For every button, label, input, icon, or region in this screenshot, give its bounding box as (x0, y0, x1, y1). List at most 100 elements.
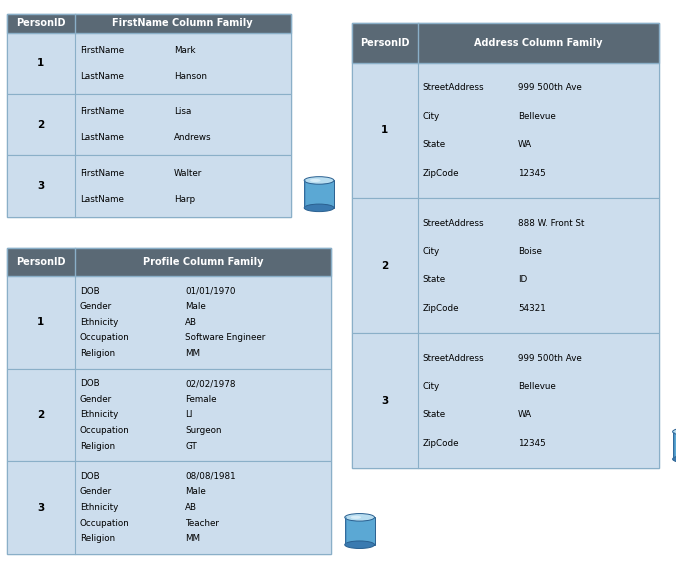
FancyBboxPatch shape (352, 63, 659, 198)
Text: Harp: Harp (174, 195, 195, 204)
FancyBboxPatch shape (7, 94, 291, 155)
FancyBboxPatch shape (7, 368, 331, 461)
Ellipse shape (304, 176, 334, 184)
Text: PersonID: PersonID (360, 38, 410, 48)
Text: LI: LI (185, 411, 193, 419)
Text: Occupation: Occupation (80, 518, 129, 528)
Text: FirstName: FirstName (80, 46, 124, 55)
Ellipse shape (345, 513, 375, 521)
Text: 999 500th Ave: 999 500th Ave (518, 353, 581, 363)
FancyBboxPatch shape (7, 14, 291, 33)
Text: Gender: Gender (80, 488, 112, 496)
Text: City: City (422, 247, 439, 256)
Text: AB: AB (185, 317, 197, 327)
Text: LastName: LastName (80, 195, 124, 204)
Text: 2: 2 (37, 410, 45, 420)
FancyBboxPatch shape (7, 248, 331, 276)
Ellipse shape (351, 516, 361, 519)
Text: ZipCode: ZipCode (422, 304, 459, 313)
Text: State: State (422, 140, 445, 149)
FancyBboxPatch shape (7, 155, 291, 217)
Text: 1: 1 (381, 126, 388, 135)
Text: Religion: Religion (80, 349, 115, 358)
Text: Boise: Boise (518, 247, 541, 256)
Text: WA: WA (518, 411, 532, 419)
Text: ZipCode: ZipCode (422, 439, 459, 448)
Text: Occupation: Occupation (80, 333, 129, 342)
Text: 888 W. Front St: 888 W. Front St (518, 219, 584, 227)
Text: PersonID: PersonID (16, 257, 66, 267)
FancyBboxPatch shape (352, 333, 659, 468)
Text: FirstName: FirstName (80, 107, 124, 116)
Text: 2: 2 (381, 260, 388, 271)
Text: Andrews: Andrews (174, 133, 212, 142)
Text: PersonID: PersonID (16, 18, 66, 29)
FancyBboxPatch shape (7, 276, 331, 368)
Text: 1: 1 (37, 317, 45, 327)
Text: Ethnicity: Ethnicity (80, 411, 118, 419)
Text: Mark: Mark (174, 46, 195, 55)
Text: MM: MM (185, 534, 200, 543)
Ellipse shape (673, 428, 676, 436)
Text: 12345: 12345 (518, 439, 546, 448)
Text: 3: 3 (381, 396, 388, 405)
Text: Gender: Gender (80, 395, 112, 404)
Text: 54321: 54321 (518, 304, 546, 313)
Text: Religion: Religion (80, 534, 115, 543)
Ellipse shape (310, 179, 320, 182)
Text: 01/01/1970: 01/01/1970 (185, 287, 236, 296)
Text: StreetAddress: StreetAddress (422, 353, 484, 363)
Text: Occupation: Occupation (80, 426, 129, 435)
Text: 02/02/1978: 02/02/1978 (185, 379, 236, 388)
Text: MM: MM (185, 349, 200, 358)
Ellipse shape (345, 541, 375, 549)
Text: DOB: DOB (80, 287, 99, 296)
Text: Bellevue: Bellevue (518, 382, 556, 391)
Text: GT: GT (185, 441, 197, 451)
Text: State: State (422, 275, 445, 284)
Ellipse shape (673, 455, 676, 463)
Text: ZipCode: ZipCode (422, 168, 459, 178)
Text: StreetAddress: StreetAddress (422, 83, 484, 93)
Text: 3: 3 (37, 181, 45, 191)
Text: DOB: DOB (80, 379, 99, 388)
Text: LastName: LastName (80, 133, 124, 142)
Text: DOB: DOB (80, 472, 99, 481)
Text: City: City (422, 382, 439, 391)
Text: Teacher: Teacher (185, 518, 219, 528)
Text: AB: AB (185, 503, 197, 512)
FancyBboxPatch shape (352, 23, 659, 63)
FancyBboxPatch shape (7, 14, 291, 217)
Text: FirstName Column Family: FirstName Column Family (112, 18, 253, 29)
Text: Address Column Family: Address Column Family (474, 38, 602, 48)
Text: Female: Female (185, 395, 216, 404)
Text: Lisa: Lisa (174, 107, 191, 116)
Text: Software Engineer: Software Engineer (185, 333, 266, 342)
FancyBboxPatch shape (352, 198, 659, 333)
FancyBboxPatch shape (352, 23, 659, 468)
Ellipse shape (304, 204, 334, 212)
Text: LastName: LastName (80, 72, 124, 81)
Text: Bellevue: Bellevue (518, 112, 556, 121)
Text: 3: 3 (37, 502, 45, 513)
Text: Male: Male (185, 302, 206, 311)
Text: WA: WA (518, 140, 532, 149)
Text: FirstName: FirstName (80, 169, 124, 178)
Text: Ethnicity: Ethnicity (80, 317, 118, 327)
FancyBboxPatch shape (7, 248, 331, 554)
FancyBboxPatch shape (7, 33, 291, 94)
FancyBboxPatch shape (7, 461, 331, 554)
Text: 2: 2 (37, 120, 45, 130)
Bar (673, 432, 676, 459)
Text: 08/08/1981: 08/08/1981 (185, 472, 236, 481)
Text: Surgeon: Surgeon (185, 426, 222, 435)
Text: Walter: Walter (174, 169, 203, 178)
Bar (345, 517, 347, 545)
Text: ID: ID (518, 275, 527, 284)
Text: 1: 1 (37, 58, 45, 69)
Text: Gender: Gender (80, 302, 112, 311)
Text: 999 500th Ave: 999 500th Ave (518, 83, 581, 93)
Text: Ethnicity: Ethnicity (80, 503, 118, 512)
Text: StreetAddress: StreetAddress (422, 219, 484, 227)
Text: Religion: Religion (80, 441, 115, 451)
